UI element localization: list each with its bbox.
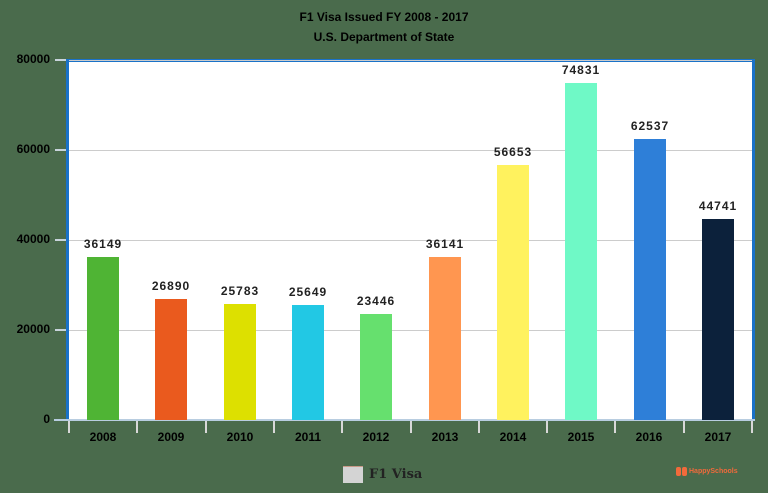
bar-2014[interactable] [497,165,529,420]
y-tick-mark [55,149,66,151]
value-label: 74831 [561,63,601,77]
value-label: 25649 [288,285,328,299]
x-axis-line [54,419,755,421]
value-label: 44741 [698,199,738,213]
bar-2011[interactable] [292,305,324,420]
x-tick-label: 2011 [294,430,322,444]
gridline [69,60,752,61]
value-label: 62537 [630,119,670,133]
value-label: 56653 [493,145,533,159]
x-tick-mark [410,421,412,433]
x-tick-mark [546,421,548,433]
x-tick-label: 2009 [157,430,185,444]
x-tick-label: 2012 [362,430,390,444]
x-tick-label: 2008 [89,430,117,444]
bar-2008[interactable] [87,257,119,420]
x-tick-mark [614,421,616,433]
bar-2017[interactable] [702,219,734,420]
value-label: 25783 [220,284,260,298]
x-tick-label: 2013 [431,430,459,444]
y-tick-label: 0 [43,412,50,426]
legend[interactable]: F1 Visa [343,466,422,483]
y-tick-label: 40000 [16,232,50,246]
x-tick-label: 2016 [635,430,663,444]
y-tick-label: 60000 [16,142,50,156]
bar-2009[interactable] [155,299,187,420]
y-tick-label: 20000 [16,322,50,336]
y-tick-label: 80000 [16,52,50,66]
x-tick-label: 2015 [567,430,595,444]
legend-swatch [343,466,363,483]
gridline [69,330,752,331]
x-tick-mark [683,421,685,433]
x-tick-label: 2010 [226,430,254,444]
x-tick-mark [205,421,207,433]
y-tick-mark [55,239,66,241]
watermark-text: HappySchools [689,468,738,475]
x-tick-mark [136,421,138,433]
bar-2010[interactable] [224,304,256,420]
x-tick-mark [68,421,70,433]
watermark: HappySchools [676,466,738,477]
bar-2013[interactable] [429,257,461,420]
x-tick-label: 2014 [499,430,527,444]
y-tick-mark [55,329,66,331]
value-label: 26890 [151,279,191,293]
gridline [69,150,752,151]
bar-2016[interactable] [634,139,666,420]
x-tick-label: 2017 [704,430,732,444]
gridline [69,240,752,241]
x-tick-mark [341,421,343,433]
value-label: 36141 [425,237,465,251]
happyschools-logo-icon [676,466,687,477]
y-tick-mark [55,59,66,61]
x-tick-mark [478,421,480,433]
bar-2015[interactable] [565,83,597,420]
x-tick-mark [751,421,753,433]
chart-subtitle: U.S. Department of State [313,30,455,44]
x-tick-mark [273,421,275,433]
bar-2012[interactable] [360,314,392,420]
value-label: 36149 [83,237,123,251]
chart-title: F1 Visa Issued FY 2008 - 2017 [299,10,469,24]
value-label: 23446 [356,294,396,308]
legend-label: F1 Visa [369,467,423,482]
